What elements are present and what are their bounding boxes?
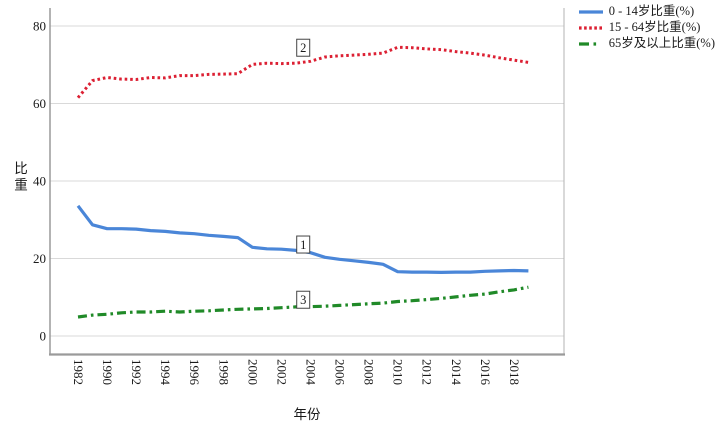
solid-blue-line-icon [578,9,603,14]
series-number-frame [296,235,311,254]
x-tick-label: 2000 [245,359,260,385]
x-tick-label: 2010 [391,359,406,385]
series-number-frame [296,290,311,309]
legend-label: 65岁及以上比重(%) [608,36,715,50]
y-tick-labels: 0 20 40 60 80 [33,19,46,344]
y-axis-title: 比重 [12,161,27,194]
x-tick-label: 2016 [478,359,493,386]
legend-item-0-14: 0 - 14岁比重(%) [578,4,715,19]
series-number-label: 1 [300,238,306,252]
legend-label: 15 - 64岁比重(%) [608,20,701,34]
series-number-box-2: 2 [296,38,311,57]
y-tick-label: 40 [33,174,46,189]
x-tick-label: 2002 [274,359,289,385]
y-tick-label: 60 [33,96,46,111]
series-number-box-3: 3 [296,290,311,309]
y-tick-label: 80 [33,19,46,34]
x-tick-label: 2018 [507,359,522,385]
x-tick-labels: 1982 1990 1992 1994 1996 1998 2000 2002 2004 2006… [71,359,522,386]
series-number-box-1: 1 [296,235,311,254]
series-number-label: 3 [300,293,306,307]
x-tick-label: 1994 [158,359,173,386]
x-tick-label: 1990 [100,359,115,385]
dotted-red-line-icon [578,25,603,30]
series-line-2 [76,45,529,99]
x-tick-label: 1998 [216,359,231,385]
legend: 0 - 14岁比重(%) 15 - 64岁比重(%) 65岁及以上比重(%) [578,4,715,51]
x-tick-label: 2006 [333,359,348,386]
x-axis-title: 年份 [293,407,321,422]
x-tick-label: 2008 [362,359,377,385]
series-line-3 [77,285,529,319]
x-tick-label: 1992 [129,359,144,385]
x-tick-label: 2004 [303,359,318,386]
x-tick-label: 1982 [71,359,86,385]
series-number-frame [296,38,311,57]
y-tick-label: 0 [40,329,47,344]
gridlines [50,25,564,337]
y-tick-label: 20 [33,251,46,266]
dash-dot-green-line-icon [578,41,603,46]
x-tick-label: 1996 [187,359,202,386]
legend-item-65-plus: 65岁及以上比重(%) [578,36,715,51]
legend-label: 0 - 14岁比重(%) [608,4,695,18]
legend-item-15-64: 15 - 64岁比重(%) [578,20,715,35]
x-tick-label: 2012 [420,359,435,385]
x-tick-label: 2014 [449,359,464,386]
series-number-label: 2 [300,41,306,55]
